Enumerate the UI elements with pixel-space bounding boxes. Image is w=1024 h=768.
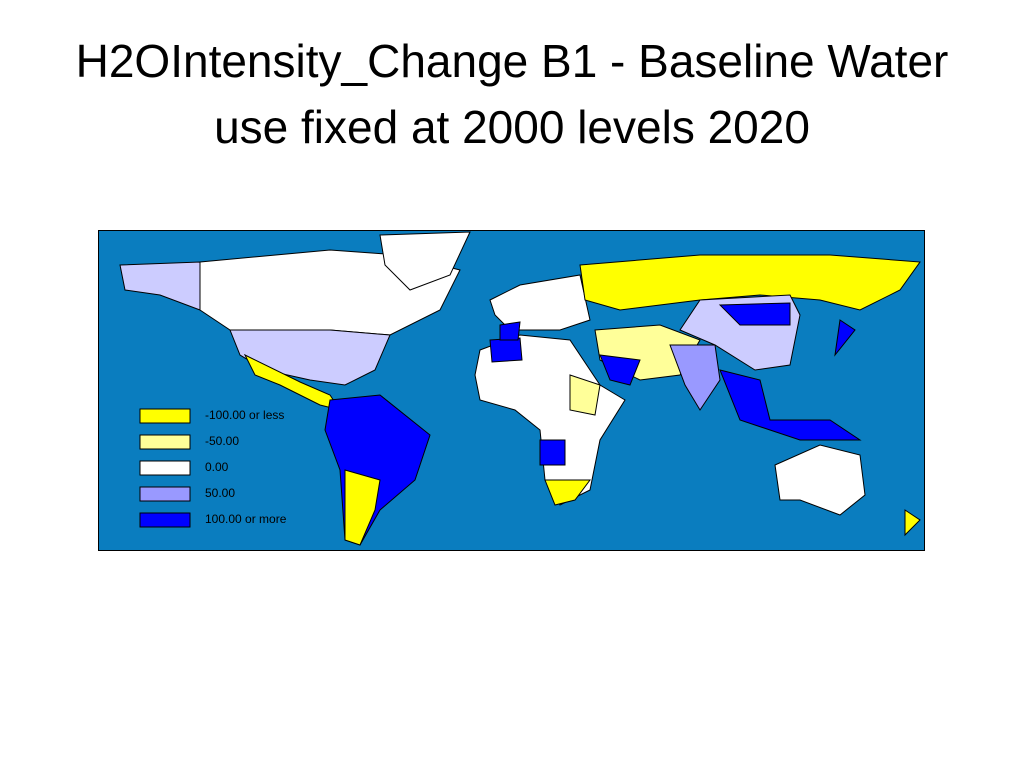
australia xyxy=(774,444,866,516)
legend-label: -100.00 or less xyxy=(205,408,284,422)
sudan xyxy=(569,374,601,416)
europe xyxy=(489,274,591,331)
argentina xyxy=(344,469,381,546)
legend-label: 50.00 xyxy=(205,486,235,500)
legend-label: -50.00 xyxy=(205,434,239,448)
angola xyxy=(539,439,566,466)
spain xyxy=(499,321,521,341)
legend-swatch xyxy=(139,460,191,476)
russia xyxy=(579,254,921,311)
legend-swatch xyxy=(139,512,191,528)
japan xyxy=(834,319,856,357)
legend-swatch xyxy=(139,486,191,502)
south-africa xyxy=(544,479,591,506)
mongolia xyxy=(718,302,791,326)
legend-swatch xyxy=(139,434,191,450)
slide-title: H2OIntensity_Change B1 - Baseline Water … xyxy=(75,35,949,153)
legend-label: 0.00 xyxy=(205,460,229,474)
india xyxy=(669,344,721,411)
new-zealand xyxy=(904,509,921,537)
greenland xyxy=(379,231,471,291)
saudi-arabia xyxy=(599,354,641,386)
legend-swatch xyxy=(139,408,191,424)
legend: -100.00 or less -50.00 0.00 50.00 100.00 or … xyxy=(139,408,287,528)
legend-label: 100.00 or more xyxy=(205,512,287,526)
algeria xyxy=(489,337,523,363)
southeast-asia xyxy=(719,369,862,441)
land xyxy=(119,231,921,546)
alaska xyxy=(119,261,201,311)
